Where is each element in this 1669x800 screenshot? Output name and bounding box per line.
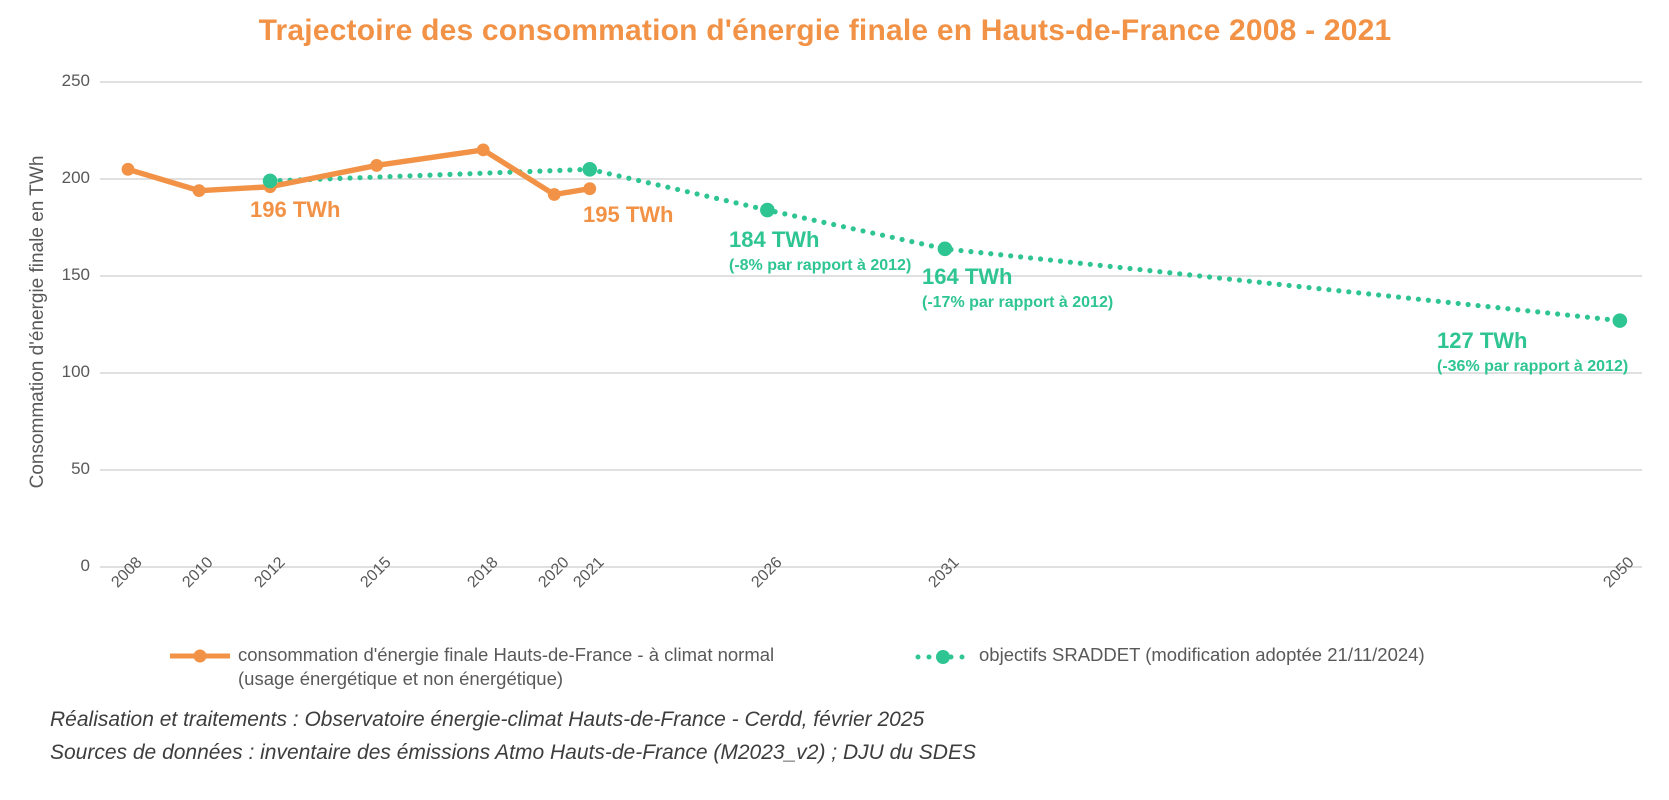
legend-entry-sraddet: objectifs SRADDET (modification adoptée … bbox=[915, 643, 1425, 667]
legend-label-sraddet: objectifs SRADDET (modification adoptée … bbox=[979, 644, 1425, 665]
y-tick-label-100: 100 bbox=[61, 362, 90, 381]
annotation-subtext: (-8% par rapport à 2012) bbox=[729, 257, 912, 275]
consumption-point-2010 bbox=[192, 184, 206, 198]
annotation-value: 184 TWh bbox=[729, 227, 820, 252]
sraddet-point-2026 bbox=[760, 202, 775, 218]
footer-sources: Sources de données : inventaire des émis… bbox=[50, 741, 976, 764]
y-tick-label-0: 0 bbox=[80, 556, 90, 575]
y-tick-label-200: 200 bbox=[61, 168, 90, 187]
sraddet-point-2031 bbox=[937, 241, 953, 257]
annotation-subtext: (-36% par rapport à 2012) bbox=[1437, 358, 1629, 376]
legend-label-consumption-line1: consommation d'énergie finale Hauts-de-F… bbox=[238, 644, 775, 665]
annotation-195-twh: 195 TWh bbox=[583, 202, 673, 228]
consumption-point-2008 bbox=[121, 162, 135, 176]
annotation-value: 127 TWh bbox=[1437, 328, 1528, 353]
consumption-point-2015 bbox=[370, 159, 384, 172]
consumption-point-2020 bbox=[547, 188, 561, 201]
y-tick-label-50: 50 bbox=[71, 459, 90, 478]
consumption-point-2018 bbox=[476, 143, 490, 157]
annotation-184-twh: 184 TWh (-8% par rapport à 2012) bbox=[729, 227, 911, 276]
legend-label-consumption-line2: (usage énergétique et non énergétique) bbox=[238, 667, 564, 689]
annotation-value: 195 TWh bbox=[583, 202, 674, 227]
footer-credit: Réalisation et traitements : Observatoir… bbox=[50, 708, 925, 731]
legend-label-consumption: consommation d'énergie finale Hauts-de-F… bbox=[238, 643, 774, 690]
annotation-196-twh: 196 TWh bbox=[250, 197, 340, 223]
sraddet-point-2050 bbox=[1612, 313, 1628, 328]
annotation-value: 196 TWh bbox=[250, 197, 341, 222]
legend-entry-consumption: consommation d'énergie finale Hauts-de-F… bbox=[170, 643, 774, 690]
consumption-point-2021 bbox=[583, 182, 597, 196]
dotted-line-marker-icon bbox=[915, 650, 971, 664]
sraddet-point-2012 bbox=[262, 173, 278, 189]
chart-title: Trajectoire des consommation d'énergie f… bbox=[258, 14, 1392, 47]
y-tick-label-150: 150 bbox=[61, 265, 90, 284]
y-tick-label-250: 250 bbox=[61, 71, 90, 90]
sraddet-point-2021 bbox=[582, 162, 598, 177]
solid-line-marker-icon bbox=[170, 649, 230, 663]
annotation-subtext: (-17% par rapport à 2012) bbox=[922, 294, 1114, 312]
annotation-value: 164 TWh bbox=[922, 264, 1013, 289]
annotation-127-twh: 127 TWh (-36% par rapport à 2012) bbox=[1437, 328, 1628, 377]
annotation-164-twh: 164 TWh (-17% par rapport à 2012) bbox=[922, 264, 1113, 313]
